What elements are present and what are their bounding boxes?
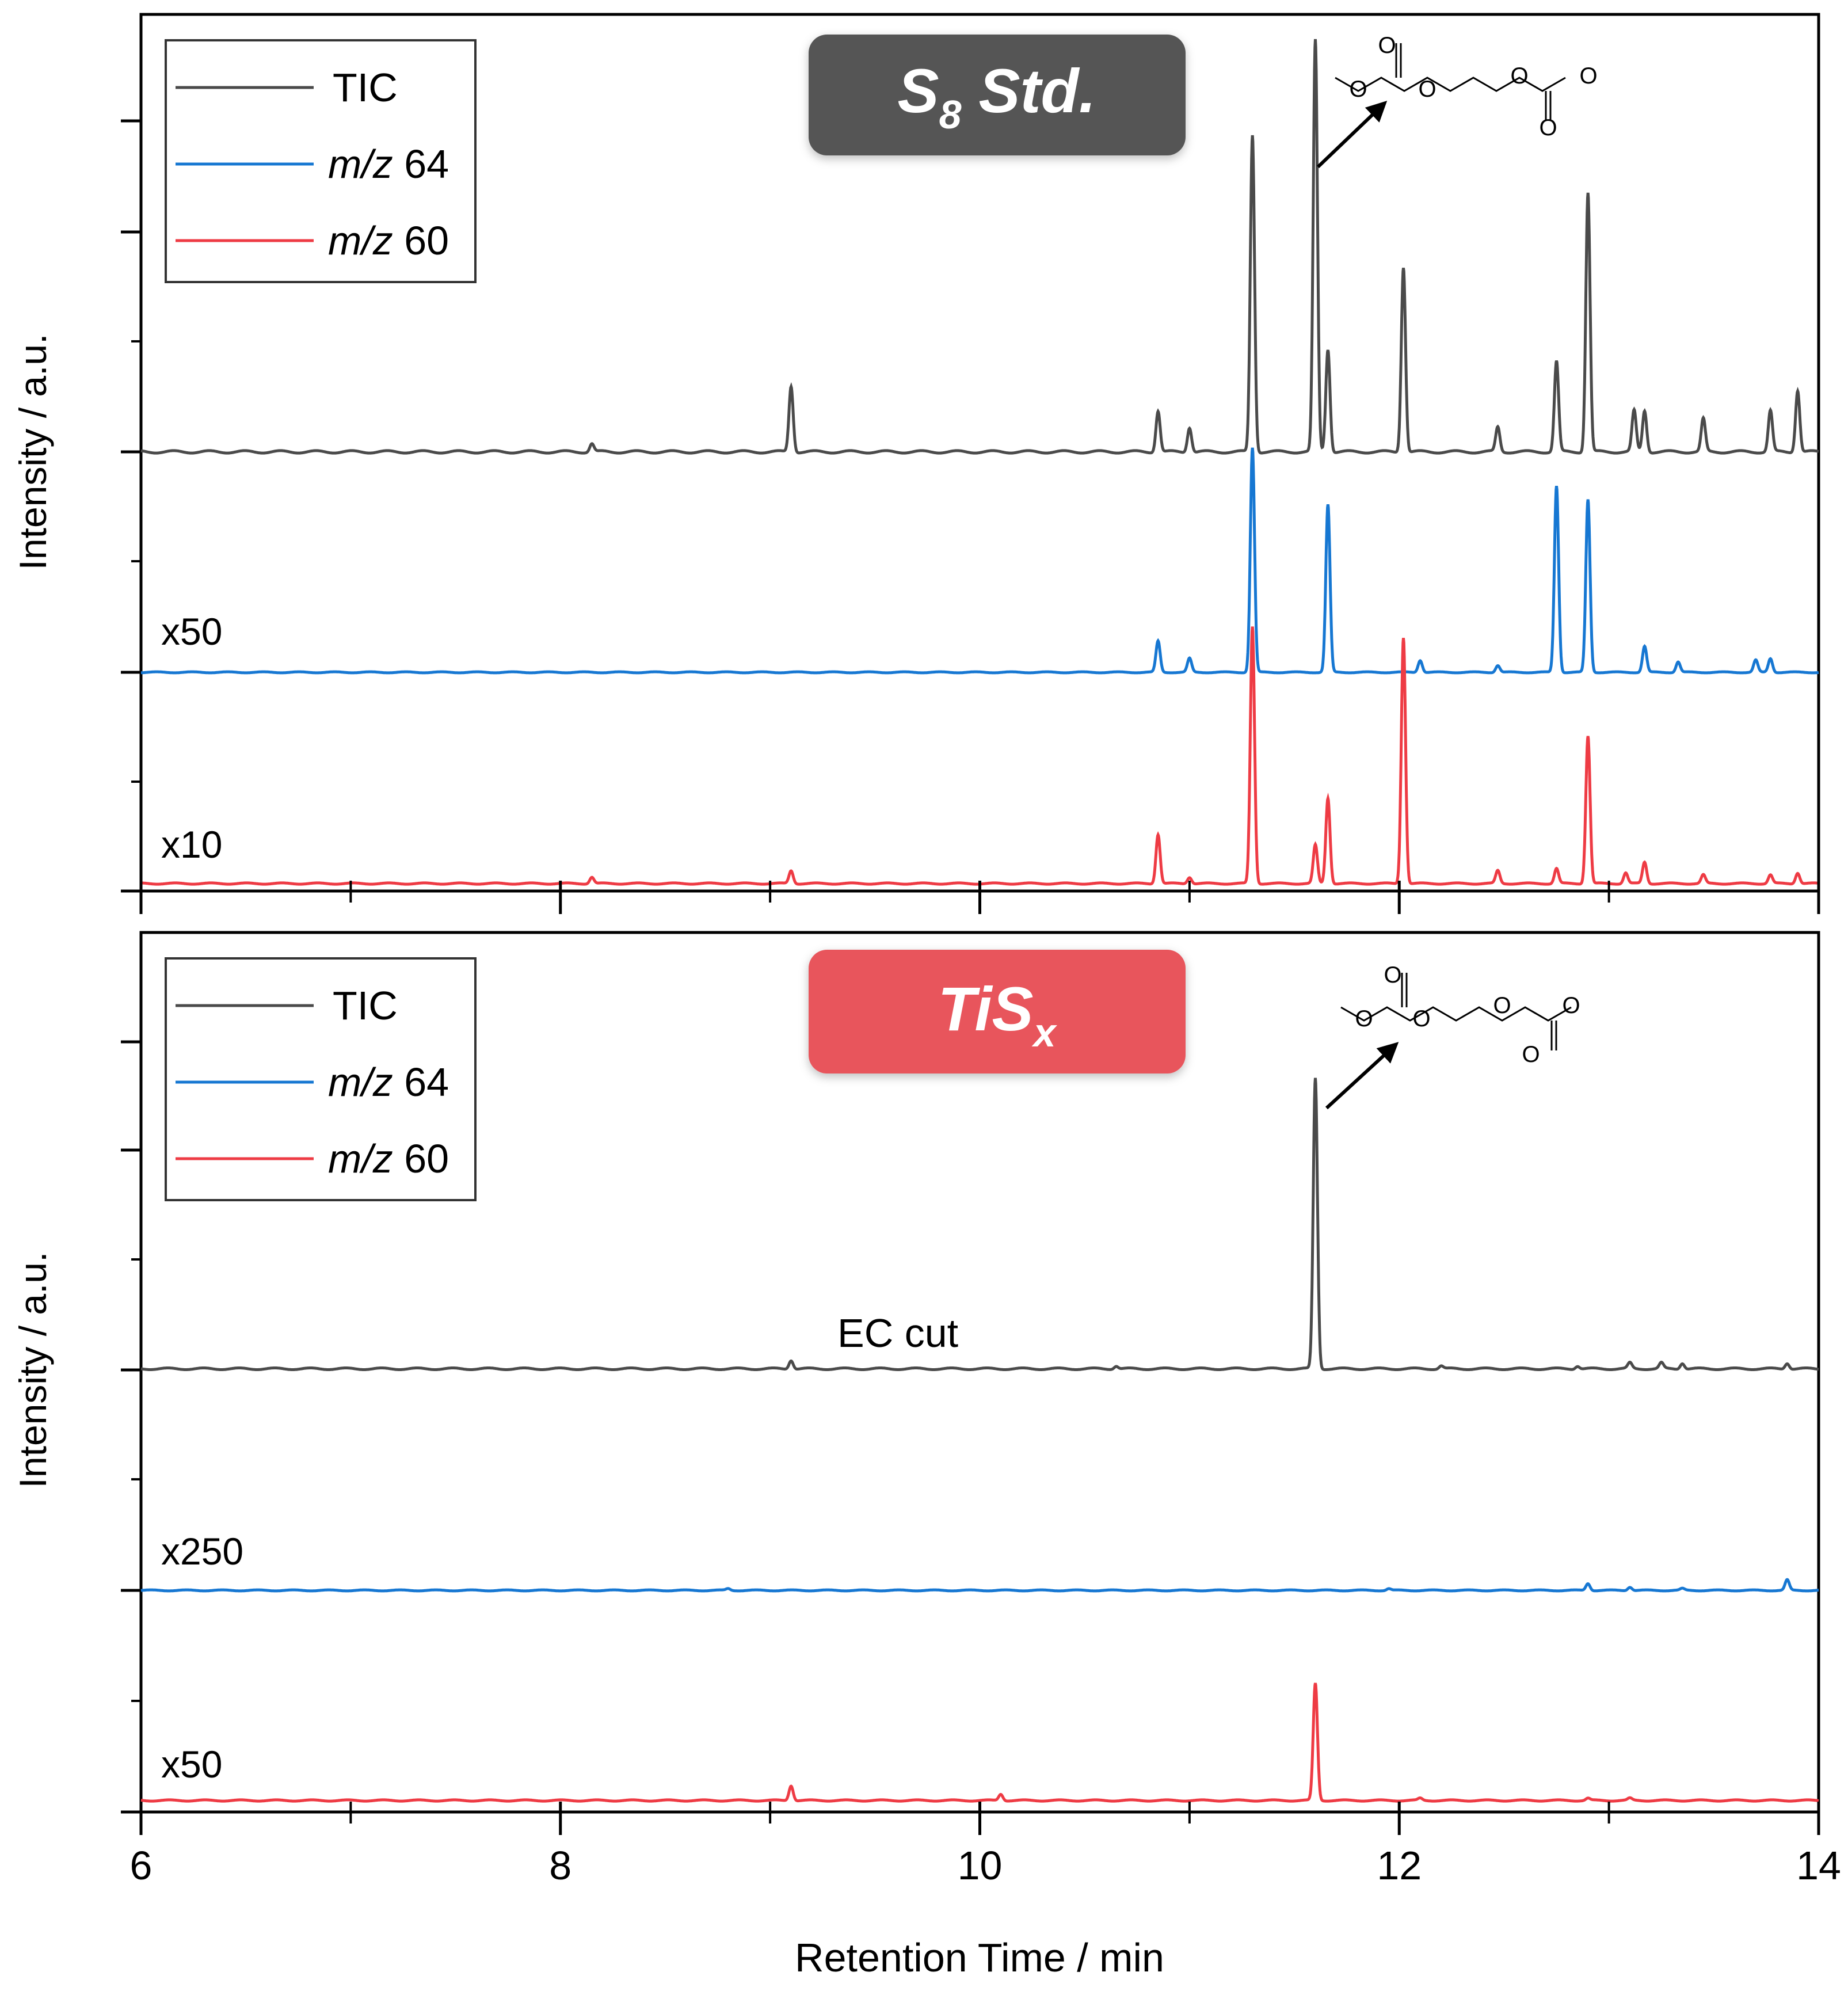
- panel-tisx-tic-trace: [140, 1078, 1819, 1371]
- panel-tisx-y-ticks: [121, 1040, 141, 1814]
- panel-tisx-mz60-trace: [140, 1682, 1819, 1803]
- panel-s8-structure-annotation: O O O O O O: [1316, 33, 1598, 169]
- panel-tisx-legend-tic: TIC: [333, 983, 398, 1028]
- panel-s8-structure-o5: O: [1579, 63, 1597, 89]
- x-tick-label: 8: [549, 1843, 571, 1888]
- panel-s8-ylabel: Intensity / a.u.: [12, 334, 54, 570]
- panel-tisx: Intensity / a.u. EC cut x250 x50 TIC m/z…: [12, 931, 1820, 1814]
- panel-tisx-structure-o4: O: [1493, 993, 1511, 1018]
- panel-s8-structure-o4: O: [1510, 63, 1528, 89]
- panel-s8-mz60-trace: [141, 626, 1819, 886]
- panel-s8-legend-mz64: m/z 64: [328, 142, 449, 186]
- panel-s8-dimethyl-carbonate-structure: [1335, 43, 1566, 121]
- panel-s8-structure-o2: O: [1349, 77, 1367, 102]
- panel-s8-mz60-scale-label: x10: [161, 823, 222, 866]
- x-axis: 6 8 10 12 14: [130, 881, 1841, 1888]
- panel-tisx-legend-mz64: m/z 64: [328, 1060, 449, 1105]
- x-tick-label: 10: [958, 1843, 1003, 1888]
- panel-s8-y-ticks: [121, 119, 141, 893]
- panel-tisx-mz64-trace: [140, 1578, 1819, 1593]
- panel-tisx-series-group: [140, 1078, 1819, 1803]
- panel-tisx-ylabel: Intensity / a.u.: [12, 1252, 54, 1489]
- panel-s8-tic-trace: [140, 39, 1819, 455]
- x-tick-label: 14: [1796, 1843, 1841, 1888]
- panel-tisx-dimethyl-carbonate-structure: [1340, 973, 1572, 1050]
- panel-s8-structure-o3: O: [1418, 77, 1436, 102]
- panel-s8-legend-mz60: m/z 60: [328, 218, 449, 263]
- panel-s8-structure-o6: O: [1539, 115, 1557, 140]
- x-tick-label: 6: [130, 1843, 153, 1888]
- panel-tisx-mz64-scale-label: x250: [161, 1530, 243, 1573]
- panel-s8-legend: TIC m/z 64 m/z 60: [165, 39, 477, 283]
- svg-text:S8 Std.: S8 Std.: [898, 56, 1096, 137]
- panel-tisx-structure-o3: O: [1412, 1006, 1430, 1031]
- panel-tisx-structure-o5: O: [1562, 993, 1580, 1018]
- panel-s8-legend-tic: TIC: [333, 65, 398, 110]
- panel-tisx-legend: TIC m/z 64 m/z 60: [165, 957, 477, 1201]
- x-axis-label: Retention Time / min: [795, 1935, 1164, 1980]
- panel-tisx-legend-mz60: m/z 60: [328, 1136, 449, 1181]
- panel-tisx-structure-o6: O: [1522, 1042, 1540, 1067]
- panel-tisx-mz60-scale-label: x50: [161, 1743, 222, 1786]
- panel-s8: Intensity / a.u. x50 x10 TIC m/z 64 m/z …: [12, 13, 1820, 893]
- x-tick-label: 12: [1377, 1843, 1422, 1888]
- panel-s8-mz64-trace: [141, 447, 1819, 675]
- panel-tisx-badge: TiSx: [809, 950, 1186, 1073]
- panel-s8-structure-o1: O: [1378, 33, 1396, 58]
- panel-s8-mz64-scale-label: x50: [161, 610, 222, 653]
- panel-tisx-annotation-ec-cut: EC cut: [837, 1311, 958, 1356]
- panel-tisx-structure-annotation: O O O O O O: [1325, 962, 1580, 1110]
- panel-tisx-structure-o1: O: [1384, 962, 1401, 988]
- panel-tisx-structure-o2: O: [1355, 1006, 1373, 1031]
- svg-text:TiSx: TiSx: [938, 974, 1058, 1055]
- panel-s8-badge: S8 Std.: [809, 35, 1186, 155]
